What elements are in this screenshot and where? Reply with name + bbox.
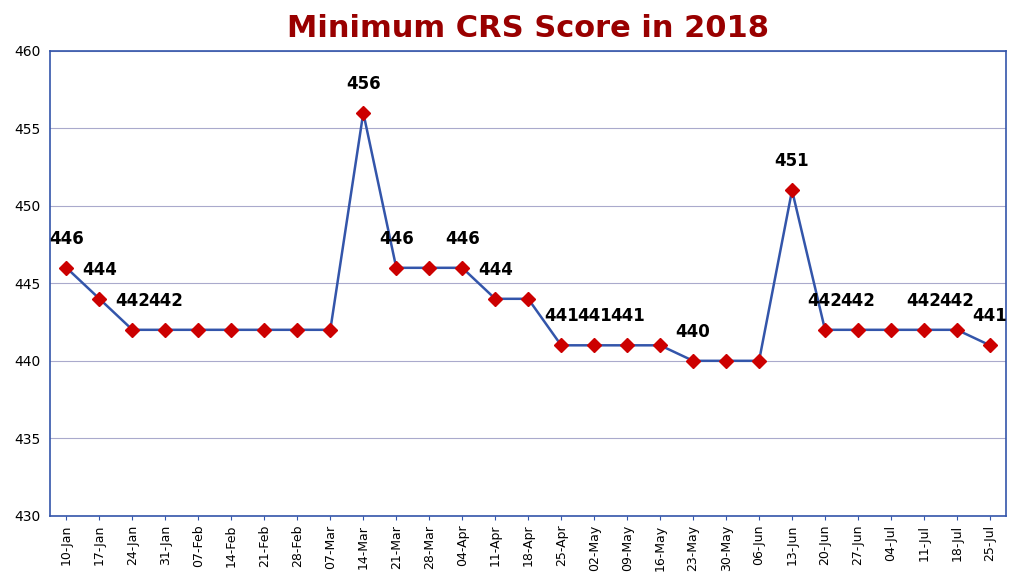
Text: 442: 442 bbox=[808, 292, 843, 309]
Text: 442: 442 bbox=[939, 292, 975, 309]
Text: 441: 441 bbox=[973, 307, 1008, 325]
Text: 446: 446 bbox=[49, 230, 84, 247]
Text: 442: 442 bbox=[148, 292, 183, 309]
Text: 441: 441 bbox=[609, 307, 644, 325]
Text: 442: 442 bbox=[906, 292, 941, 309]
Title: Minimum CRS Score in 2018: Minimum CRS Score in 2018 bbox=[287, 14, 769, 43]
Text: 446: 446 bbox=[444, 230, 479, 247]
Text: 441: 441 bbox=[577, 307, 611, 325]
Text: 451: 451 bbox=[775, 152, 809, 170]
Text: 444: 444 bbox=[478, 261, 513, 278]
Text: 456: 456 bbox=[346, 75, 381, 92]
Text: 444: 444 bbox=[82, 261, 117, 278]
Text: 441: 441 bbox=[544, 307, 579, 325]
Text: 446: 446 bbox=[379, 230, 414, 247]
Text: 442: 442 bbox=[115, 292, 150, 309]
Text: 440: 440 bbox=[676, 323, 711, 340]
Text: 442: 442 bbox=[841, 292, 876, 309]
